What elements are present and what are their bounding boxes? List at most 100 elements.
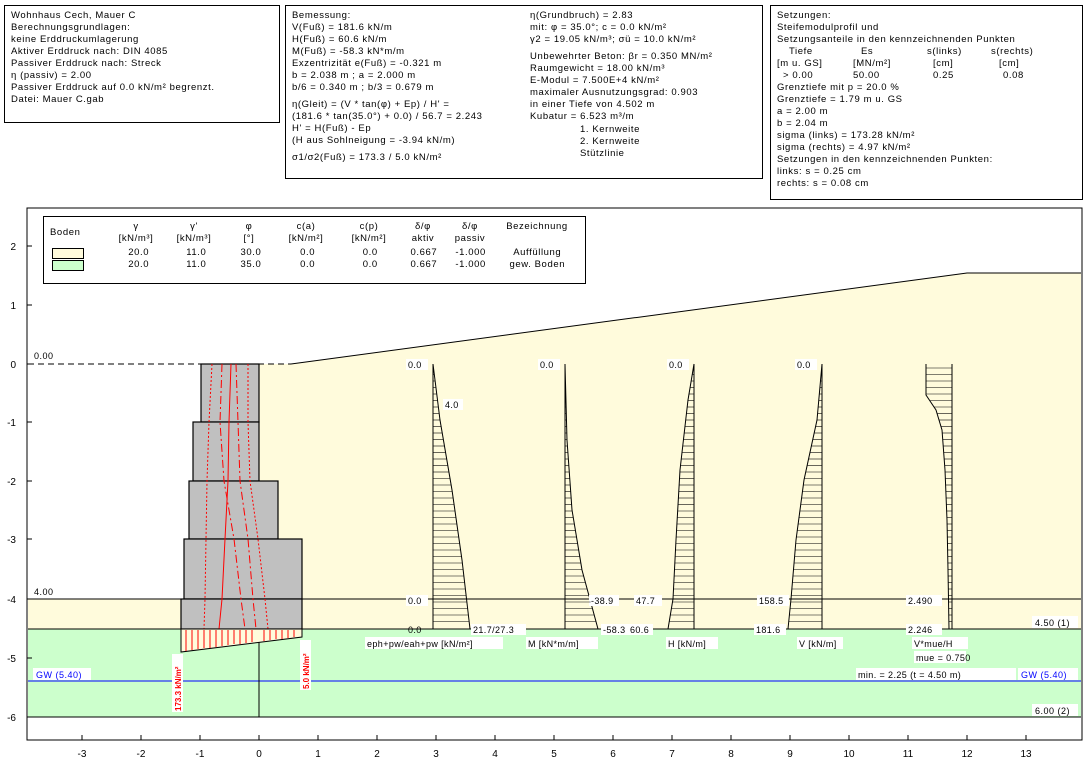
x-tick-label: 8 [728, 749, 734, 760]
setzungen-unit: [m u. GS] [777, 58, 823, 69]
soil-cell: 20.0 [128, 247, 150, 258]
eph-mid-bg [443, 399, 463, 410]
moment-kw-bg [589, 595, 619, 606]
x-tick-label: 10 [843, 749, 855, 760]
eph-value-bg [471, 624, 526, 635]
y-tick-label: -6 [7, 713, 16, 724]
bemessung-line: maximaler Ausnutzungsgrad: 0.903 [530, 87, 699, 98]
soil-row-fill: 20.0 11.0 30.0 0.0 0.0 0.667 -1.000 Auff… [50, 247, 579, 259]
soil-cell: 35.0 [240, 259, 262, 270]
soil-row-native: 20.0 11.0 35.0 0.0 0.0 0.667 -1.000 gew.… [50, 259, 579, 271]
x-tick-label: -3 [78, 749, 87, 760]
setzungen-line: sigma (rechts) = 4.97 kN/m² [777, 142, 911, 153]
moment-caption-bg [526, 637, 598, 649]
normal-top-value: 0.0 [797, 360, 811, 370]
sigma-left-label: 173.3 kN/m² [174, 666, 183, 711]
x-tick-label: 6 [610, 749, 616, 760]
shear-caption-bg [666, 637, 718, 649]
setzungen-table-units: [m u. GS] [MN/m²] [cm] [cm] [777, 58, 1076, 70]
soil-cell: 30.0 [240, 247, 262, 258]
setzungen-line: a = 2.00 m [777, 106, 829, 117]
eph-kw-value: 0.0 [408, 596, 422, 606]
eph-top-value: 0.0 [408, 360, 422, 370]
soil-legend: Boden γ γ' φ c(a) c(p) δ/φ δ/φ Bezeichnu… [43, 216, 586, 284]
y-axis-ticks [27, 245, 32, 718]
x-tick-label: -1 [196, 749, 205, 760]
moment-plot [564, 363, 599, 630]
sigma-left-bg [172, 654, 183, 712]
soil-col-header: δ/φ [415, 221, 431, 232]
soil-cell: 0.667 [410, 259, 438, 270]
shear-caption: H [kN/m] [668, 639, 706, 649]
setzungen-unit: [cm] [999, 58, 1020, 69]
eph-caption-bg [365, 637, 503, 649]
info-line: Passiver Erddruck nach: Streck [11, 58, 162, 69]
y-tick-label: -1 [7, 418, 16, 429]
y-tick-label: 1 [10, 301, 16, 312]
setzungen-cell: > 0.00 [783, 70, 814, 81]
layer1-label: 4.50 (1) [1035, 618, 1070, 628]
shear-kw-bg [634, 595, 662, 606]
util-min: min. = 2.25 (t = 4.50 m) [858, 670, 961, 680]
kernweite-legend-label: 1. Kernweite [580, 124, 641, 135]
kernweite-legend-label: 2. Kernweite [580, 136, 641, 147]
soil-cell: 0.0 [300, 247, 316, 258]
moment-value-bg [629, 624, 653, 635]
level-label-ground: 0.00 [34, 351, 54, 361]
x-axis-ticks [81, 735, 1027, 740]
setzungen-line: b = 2.04 m [777, 118, 829, 129]
y-tick-label: -4 [7, 595, 16, 606]
soil-col-unit [495, 233, 579, 245]
moment-bottom-bg [601, 624, 629, 635]
setzungen-unit: [MN/m²] [853, 58, 891, 69]
soil-col-unit: [kN/m²] [351, 233, 387, 244]
eph-kw-bg [406, 595, 428, 606]
bemessung-line: V(Fuß) = 181.6 kN/m [292, 22, 393, 33]
setzungen-unit: [cm] [933, 58, 954, 69]
setzungen-line: sigma (links) = 173.28 kN/m² [777, 130, 915, 141]
info-box-bemessung: Bemessung: V(Fuß) = 181.6 kN/m H(Fuß) = … [285, 5, 763, 179]
kernweite-legend-label: Stützlinie [580, 148, 625, 159]
info-box-setzungen: Setzungen: Steifemodulprofil und Setzung… [770, 5, 1083, 200]
bemessung-line: η(Grundbruch) = 2.83 [530, 10, 634, 21]
soil-cell: 0.0 [300, 259, 316, 270]
info-box-general: Wohnhaus Cech, Mauer C Berechnungsgrundl… [4, 5, 280, 123]
bemessung-line: H' = H(Fuß) - Ep [292, 123, 372, 134]
util-caption-bg [912, 637, 968, 649]
x-tick-label: 3 [433, 749, 439, 760]
soil-col-header: Bezeichnung [506, 221, 568, 232]
soil-col-header: φ [245, 221, 253, 232]
moment-hatch-lines [565, 367, 596, 622]
util-bottom-bg [906, 624, 942, 635]
util-kw-value: 2.490 [908, 596, 933, 606]
util-caption: V*mue/H [914, 639, 953, 649]
util-min-bg [856, 668, 1016, 680]
eph-caption: eph+pw/eah+pw [kN/m²] [367, 639, 473, 649]
info-line: Passiver Erddruck auf 0.0 kN/m² begrenzt… [11, 82, 215, 93]
eph-plot [432, 363, 471, 630]
eph-bottom-value: 0.0 [408, 625, 422, 635]
soil-swatch-fill [52, 247, 84, 259]
normal-bottom-value: 181.6 [756, 625, 781, 635]
kernweite-lines [203, 363, 269, 630]
util-bottom-value: 2.246 [908, 625, 933, 635]
x-tick-label: 2 [374, 749, 380, 760]
setzungen-cell: 50.00 [853, 70, 880, 81]
soil-col-unit: [kN/m³] [118, 233, 154, 244]
soil-legend-header-boden: Boden [50, 227, 81, 238]
gw-label-right: GW (5.40) [1021, 670, 1067, 680]
bemessung-line: Bemessung: [292, 10, 351, 21]
soil-cell: 11.0 [186, 247, 207, 258]
info-line: Berechnungsgrundlagen: [11, 22, 131, 33]
bemessung-line: Kubatur = 6.523 m³/m [530, 111, 635, 122]
soil-cell: 0.0 [362, 247, 378, 258]
soil-swatch-native [52, 259, 84, 271]
y-tick-label: -5 [7, 654, 16, 665]
x-tick-label: 12 [961, 749, 973, 760]
setzungen-col: Es [861, 46, 874, 57]
y-tick-label: -2 [7, 477, 16, 488]
normal-kw-value: 158.5 [759, 596, 784, 606]
shear-kw-value: 47.7 [636, 596, 655, 606]
normal-bottom-bg [754, 624, 786, 635]
